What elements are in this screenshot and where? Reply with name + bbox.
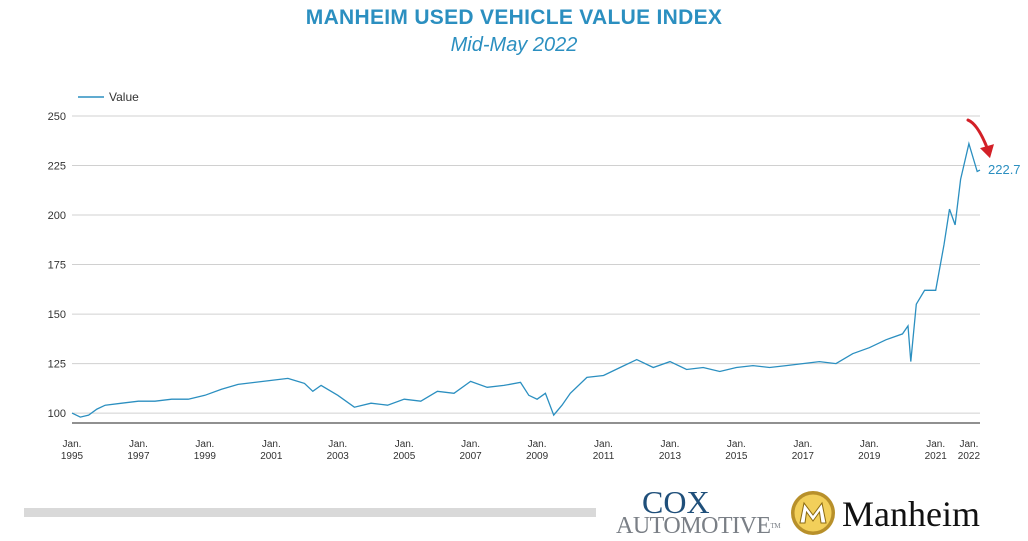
y-tick-label: 250 xyxy=(48,111,66,123)
last-value-label: 222.7 xyxy=(988,162,1021,177)
chart-subtitle: Mid-May 2022 xyxy=(450,34,578,56)
manheim-logo-text: Manheim xyxy=(842,494,980,534)
x-tick-label: Jan. 2001 xyxy=(260,439,283,462)
y-tick-labels: 100 125 150 175 200 225 250 xyxy=(48,111,66,420)
y-tick-label: 125 xyxy=(48,359,66,371)
x-tick-label: Jan. 2017 xyxy=(792,439,815,462)
legend-label: Value xyxy=(109,90,139,104)
legend: Value xyxy=(78,90,139,104)
x-tick-label: Jan. 2005 xyxy=(393,439,416,462)
footer-divider-bar xyxy=(24,508,596,517)
x-tick-label: Jan. 2007 xyxy=(460,439,483,462)
x-tick-label: Jan. 1997 xyxy=(127,439,150,462)
x-tick-label: Jan. 2003 xyxy=(327,439,350,462)
x-tick-label: Jan. 2013 xyxy=(659,439,682,462)
x-tick-labels: Jan. 1995 Jan. 1997 Jan. 1999 Jan. 2001 Jan. 2003… xyxy=(61,439,981,462)
x-tick-label: Jan. 1999 xyxy=(194,439,217,462)
x-tick-label: Jan. 2022 xyxy=(958,439,981,462)
y-tick-label: 150 xyxy=(48,309,66,321)
y-tick-label: 100 xyxy=(48,408,66,420)
annotation-arrowhead-icon xyxy=(980,144,994,159)
x-tick-label: Jan. 2009 xyxy=(526,439,549,462)
y-tick-label: 225 xyxy=(48,161,66,173)
cox-automotive-logo: COX AUTOMOTIVETM xyxy=(612,486,782,538)
value-annotation: 222.7 xyxy=(966,118,1021,177)
x-tick-label: Jan. 2021 xyxy=(925,439,948,462)
cox-logo-text-top: COX xyxy=(642,484,710,520)
x-tick-label: Jan. 2015 xyxy=(725,439,748,462)
y-tick-label: 175 xyxy=(48,260,66,272)
manheim-emblem-icon xyxy=(791,491,835,535)
x-tick-label: Jan. 2019 xyxy=(858,439,881,462)
cox-logo-text-bottom: AUTOMOTIVETM xyxy=(616,513,781,539)
series-line-value xyxy=(71,141,981,418)
y-gridlines xyxy=(72,115,980,414)
chart-title: MANHEIM USED VEHICLE VALUE INDEX xyxy=(305,6,723,29)
annotation-arrow-icon xyxy=(966,118,990,152)
x-tick-label: Jan. 1995 xyxy=(61,439,84,462)
y-tick-label: 200 xyxy=(48,210,66,222)
x-tick-label: Jan. 2011 xyxy=(593,439,615,462)
